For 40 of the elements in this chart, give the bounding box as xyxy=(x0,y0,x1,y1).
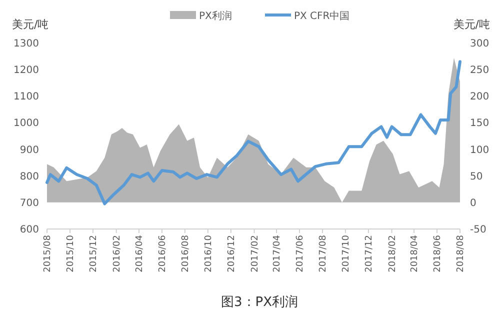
x-tick-label: 2017/10 xyxy=(341,234,352,272)
x-tick-label: 2018/04 xyxy=(410,234,420,272)
x-tick-label: 2015/12 xyxy=(88,235,99,272)
y2-tick-label: 100 xyxy=(470,144,490,156)
x-tick-label: 2015/10 xyxy=(66,234,76,272)
x-tick-label: 2017/04 xyxy=(272,234,282,272)
caption: 图3：PX利润 xyxy=(220,295,298,310)
y-tick-label: 1100 xyxy=(14,92,39,103)
y-tick-label: 900 xyxy=(20,144,39,156)
x-tick-label: 2016/02 xyxy=(112,235,122,272)
x-tick-label: 2016/10 xyxy=(204,234,214,272)
y2-tick-label: 0 xyxy=(470,198,476,209)
y2-tick-label: 200 xyxy=(470,92,490,103)
y-tick-label: 1300 xyxy=(14,38,39,50)
legend-label: PX CFR中国 xyxy=(294,10,350,22)
y2-tick-label: 250 xyxy=(470,65,490,76)
y-tick-label: 700 xyxy=(20,198,39,209)
y2-tick-label: -50 xyxy=(470,224,486,236)
y2-tick-label: 50 xyxy=(470,171,483,182)
y-tick-label: 1000 xyxy=(14,118,39,130)
y-tick-label: 1200 xyxy=(14,65,39,76)
y2-axis-title: 美元/吨 xyxy=(453,18,490,31)
x-tick-label: 2017/02 xyxy=(250,235,260,272)
x-tick-label: 2016/04 xyxy=(134,234,145,272)
x-tick-label: 2018/08 xyxy=(456,234,466,272)
x-tick-label: 2016/06 xyxy=(158,234,168,272)
x-tick-label: 2018/06 xyxy=(433,234,444,272)
y-tick-label: 600 xyxy=(20,224,39,236)
y-tick-label: 800 xyxy=(20,171,39,182)
y2-tick-label: 300 xyxy=(470,38,490,50)
x-tick-label: 2016/08 xyxy=(180,234,191,272)
x-tick-label: 2018/02 xyxy=(388,235,398,272)
x-tick-label: 2017/06 xyxy=(295,234,306,272)
x-tick-label: 2015/08 xyxy=(43,234,53,272)
legend-label: PX利润 xyxy=(199,10,232,22)
y2-tick-label: 150 xyxy=(470,118,490,130)
x-tick-label: 2017/08 xyxy=(318,234,328,272)
x-tick-label: 2016/12 xyxy=(226,235,237,272)
y-axis-title: 美元/吨 xyxy=(12,18,49,31)
x-tick-label: 2017/12 xyxy=(364,235,374,272)
